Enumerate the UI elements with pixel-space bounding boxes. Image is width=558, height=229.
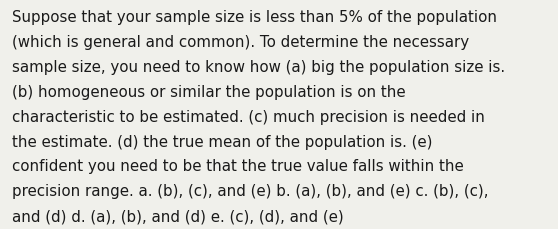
Text: precision range. a. (b), (c), and (e) b. (a), (b), and (e) c. (b), (c),: precision range. a. (b), (c), and (e) b.…: [12, 183, 489, 198]
Text: (b) homogeneous or similar the population is on the: (b) homogeneous or similar the populatio…: [12, 85, 406, 99]
Text: Suppose that your sample size is less than 5% of the population: Suppose that your sample size is less th…: [12, 10, 497, 25]
Text: and (d) d. (a), (b), and (d) e. (c), (d), and (e): and (d) d. (a), (b), and (d) e. (c), (d)…: [12, 208, 344, 223]
Text: sample size, you need to know how (a) big the population size is.: sample size, you need to know how (a) bi…: [12, 60, 506, 75]
Text: the estimate. (d) the true mean of the population is. (e): the estimate. (d) the true mean of the p…: [12, 134, 433, 149]
Text: (which is general and common). To determine the necessary: (which is general and common). To determ…: [12, 35, 469, 50]
Text: confident you need to be that the true value falls within the: confident you need to be that the true v…: [12, 159, 464, 174]
Text: characteristic to be estimated. (c) much precision is needed in: characteristic to be estimated. (c) much…: [12, 109, 485, 124]
